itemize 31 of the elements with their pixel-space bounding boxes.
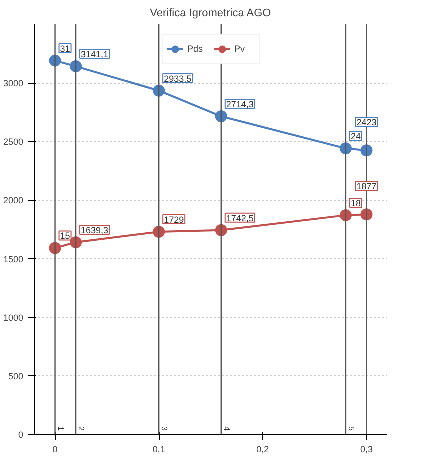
annotation: 15 bbox=[60, 231, 70, 242]
y-tick-label: 2500 bbox=[3, 137, 24, 148]
y-tick-label: 1500 bbox=[3, 254, 24, 264]
annotation: 4 bbox=[222, 426, 232, 432]
legend-label: Pds bbox=[188, 44, 204, 54]
data-label: 3141,1 bbox=[81, 50, 109, 60]
legend-label: Pv bbox=[234, 44, 246, 54]
y-tick-label: 1000 bbox=[3, 312, 24, 323]
x-tick-label: 0,1 bbox=[152, 444, 166, 454]
annotation: 1 bbox=[56, 426, 66, 432]
x-tick-label: 0 bbox=[52, 444, 58, 454]
data-label: 1729 bbox=[164, 214, 184, 225]
y-tick-label: 3000 bbox=[3, 78, 24, 89]
y-tick-label: 0 bbox=[18, 430, 24, 440]
annotation: 24 bbox=[350, 132, 361, 142]
x-tick-label: 0,3 bbox=[360, 444, 373, 454]
data-label: 1639,3 bbox=[81, 225, 109, 236]
annotation: 31 bbox=[60, 44, 70, 54]
data-label: 2714,3 bbox=[226, 100, 254, 110]
annotation: 3 bbox=[160, 426, 170, 432]
x-tick-label: 0,2 bbox=[256, 444, 270, 454]
data-label: 1877 bbox=[356, 182, 377, 192]
annotation: 2 bbox=[77, 426, 86, 432]
chart-title: Verifica Igrometrica AGO bbox=[150, 8, 272, 20]
annotation: 18 bbox=[350, 198, 361, 208]
data-label: 1742,5 bbox=[226, 213, 254, 224]
y-tick-label: 500 bbox=[8, 371, 24, 382]
annotation: 5 bbox=[346, 426, 356, 432]
data-label: 2933,5 bbox=[164, 74, 192, 84]
data-label: 2423 bbox=[356, 118, 377, 128]
y-tick-label: 2000 bbox=[3, 196, 24, 206]
